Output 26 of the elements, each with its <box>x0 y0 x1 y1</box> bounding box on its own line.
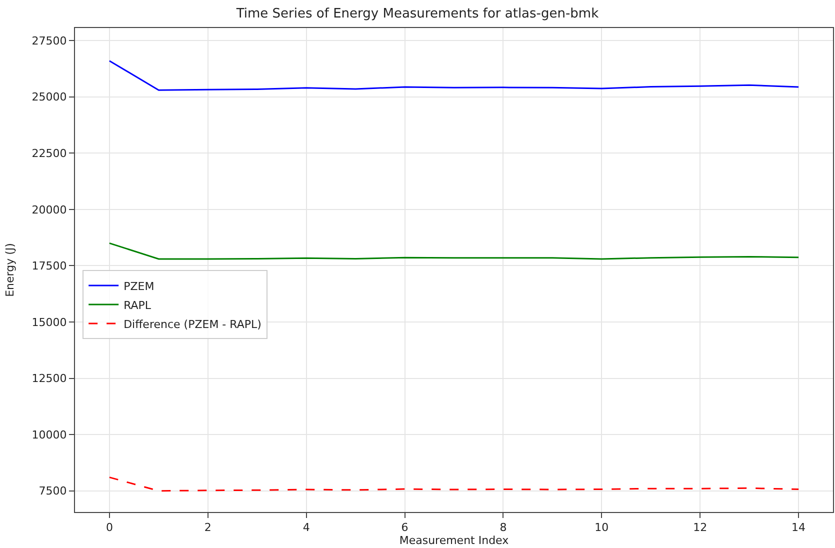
y-tick-label: 7500 <box>38 484 67 498</box>
x-tick-label: 4 <box>302 521 310 534</box>
legend-label: Difference (PZEM - RAPL) <box>124 318 262 331</box>
y-tick-label: 12500 <box>32 372 67 386</box>
chart-title: Time Series of Energy Measurements for atlas-gen-bmk <box>235 6 600 22</box>
x-tick-label: 12 <box>693 521 708 534</box>
x-tick-label: 2 <box>204 521 212 534</box>
y-tick-label: 22500 <box>32 147 67 160</box>
x-tick-label: 0 <box>106 521 113 534</box>
legend-label: PZEM <box>124 280 154 293</box>
x-axis-title: Measurement Index <box>399 534 510 548</box>
x-tick-label: 8 <box>500 521 507 534</box>
y-tick-label: 15000 <box>32 316 67 329</box>
y-tick-label: 20000 <box>32 203 67 216</box>
legend-label: RAPL <box>124 298 152 312</box>
y-tick-label: 27500 <box>32 34 67 48</box>
x-tick-label: 10 <box>594 521 609 534</box>
y-tick-label: 25000 <box>32 90 67 104</box>
y-axis-title: Energy (J) <box>3 243 16 297</box>
line-series <box>108 242 800 260</box>
x-tick-label: 14 <box>792 521 806 534</box>
y-tick-label: 17500 <box>32 260 67 273</box>
line-series <box>108 476 800 492</box>
line-series <box>108 60 800 91</box>
x-tick-label: 6 <box>401 521 408 534</box>
y-tick-label: 10000 <box>32 428 67 442</box>
